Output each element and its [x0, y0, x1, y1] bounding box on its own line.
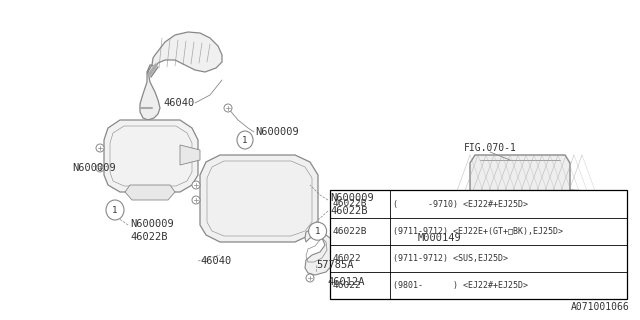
Circle shape [96, 164, 104, 172]
Text: 46022: 46022 [333, 281, 362, 290]
Text: 46022B: 46022B [130, 232, 168, 242]
Circle shape [308, 222, 326, 240]
Text: (9801-      ) <EJ22#+EJ25D>: (9801- ) <EJ22#+EJ25D> [394, 281, 529, 290]
Circle shape [192, 196, 200, 204]
Polygon shape [207, 161, 312, 236]
Ellipse shape [106, 200, 124, 220]
Ellipse shape [237, 131, 253, 149]
Text: 46022B: 46022B [330, 206, 367, 216]
Text: FIG.070-1: FIG.070-1 [463, 143, 516, 153]
Text: 46022B: 46022B [333, 227, 367, 236]
Polygon shape [104, 120, 198, 192]
Polygon shape [110, 126, 192, 186]
Text: 57785A: 57785A [316, 260, 353, 270]
Circle shape [96, 144, 104, 152]
Text: 1: 1 [112, 205, 118, 214]
Bar [330, 190, 627, 299]
Text: 1: 1 [315, 227, 320, 236]
Text: 46022B: 46022B [333, 199, 367, 209]
Polygon shape [180, 145, 200, 165]
Polygon shape [570, 190, 610, 238]
Circle shape [224, 104, 232, 112]
Text: 46012A: 46012A [327, 277, 365, 287]
Text: 46022: 46022 [333, 254, 362, 263]
Text: 46040: 46040 [164, 98, 195, 108]
Text: N600009: N600009 [72, 163, 116, 173]
Polygon shape [140, 65, 160, 120]
Text: N600009: N600009 [330, 193, 374, 203]
Circle shape [306, 274, 314, 282]
Text: (9711-9712) <SUS,EJ25D>: (9711-9712) <SUS,EJ25D> [394, 254, 508, 263]
Text: 1: 1 [243, 135, 248, 145]
Text: (      -9710) <EJ22#+EJ25D>: ( -9710) <EJ22#+EJ25D> [394, 199, 529, 209]
Text: 46040: 46040 [200, 256, 231, 266]
Polygon shape [572, 205, 590, 225]
Polygon shape [152, 32, 222, 72]
Polygon shape [305, 230, 336, 275]
Circle shape [192, 181, 200, 189]
Text: M000149: M000149 [418, 233, 461, 243]
Polygon shape [125, 185, 175, 200]
Circle shape [481, 283, 489, 291]
Text: N600009: N600009 [130, 219, 173, 229]
Text: (9711-9712) <EJ22E+(GT+□BK),EJ25D>: (9711-9712) <EJ22E+(GT+□BK),EJ25D> [394, 227, 563, 236]
Circle shape [426, 234, 434, 242]
Text: A071001066: A071001066 [572, 302, 630, 312]
Polygon shape [470, 155, 570, 265]
Polygon shape [200, 155, 318, 242]
Text: N600009: N600009 [255, 127, 299, 137]
Circle shape [551, 283, 559, 291]
